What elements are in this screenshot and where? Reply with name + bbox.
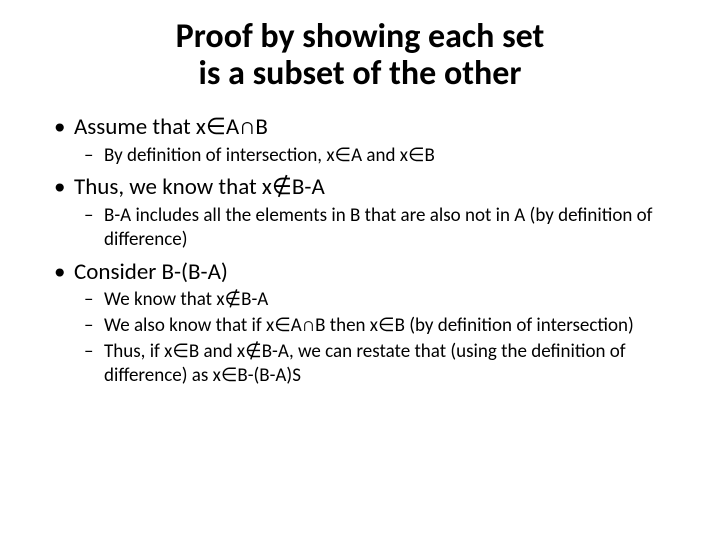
sub-list: By definition of intersection, x∈A and x… — [74, 144, 672, 168]
bullet-text: We also know that if x∈A∩B then x∈B (by … — [104, 314, 634, 337]
slide-title: Proof by showing each set is a subset of… — [48, 18, 672, 93]
sub-list: B-A includes all the elements in B that … — [74, 204, 672, 252]
bullet-text: Assume that x∈A∩B — [74, 113, 268, 141]
list-item: We also know that if x∈A∩B then x∈B (by … — [104, 314, 672, 338]
bullet-text: Consider B-(B-A) — [74, 258, 228, 286]
slide: Proof by showing each set is a subset of… — [0, 0, 720, 540]
list-item: B-A includes all the elements in B that … — [104, 204, 672, 252]
bullet-text: By definition of intersection, x∈A and x… — [104, 144, 435, 167]
bullet-text: We know that x∉B-A — [104, 288, 268, 311]
bullet-text: B-A includes all the elements in B that … — [104, 204, 652, 251]
bullet-text: Thus, if x∈B and x∉B-A, we can restate t… — [104, 340, 626, 387]
list-item: By definition of intersection, x∈A and x… — [104, 144, 672, 168]
title-line-1: Proof by showing each set — [176, 16, 545, 57]
list-item: We know that x∉B-A — [104, 288, 672, 312]
title-line-2: is a subset of the other — [199, 53, 522, 94]
list-item: Consider B-(B-A) We know that x∉B-A We a… — [74, 258, 672, 388]
list-item: Assume that x∈A∩B By definition of inter… — [74, 113, 672, 168]
list-item: Thus, we know that x∉B-A B-A includes al… — [74, 173, 672, 251]
bullet-list: Assume that x∈A∩B By definition of inter… — [48, 113, 672, 388]
bullet-text: Thus, we know that x∉B-A — [74, 173, 325, 201]
list-item: Thus, if x∈B and x∉B-A, we can restate t… — [104, 340, 672, 388]
sub-list: We know that x∉B-A We also know that if … — [74, 288, 672, 387]
